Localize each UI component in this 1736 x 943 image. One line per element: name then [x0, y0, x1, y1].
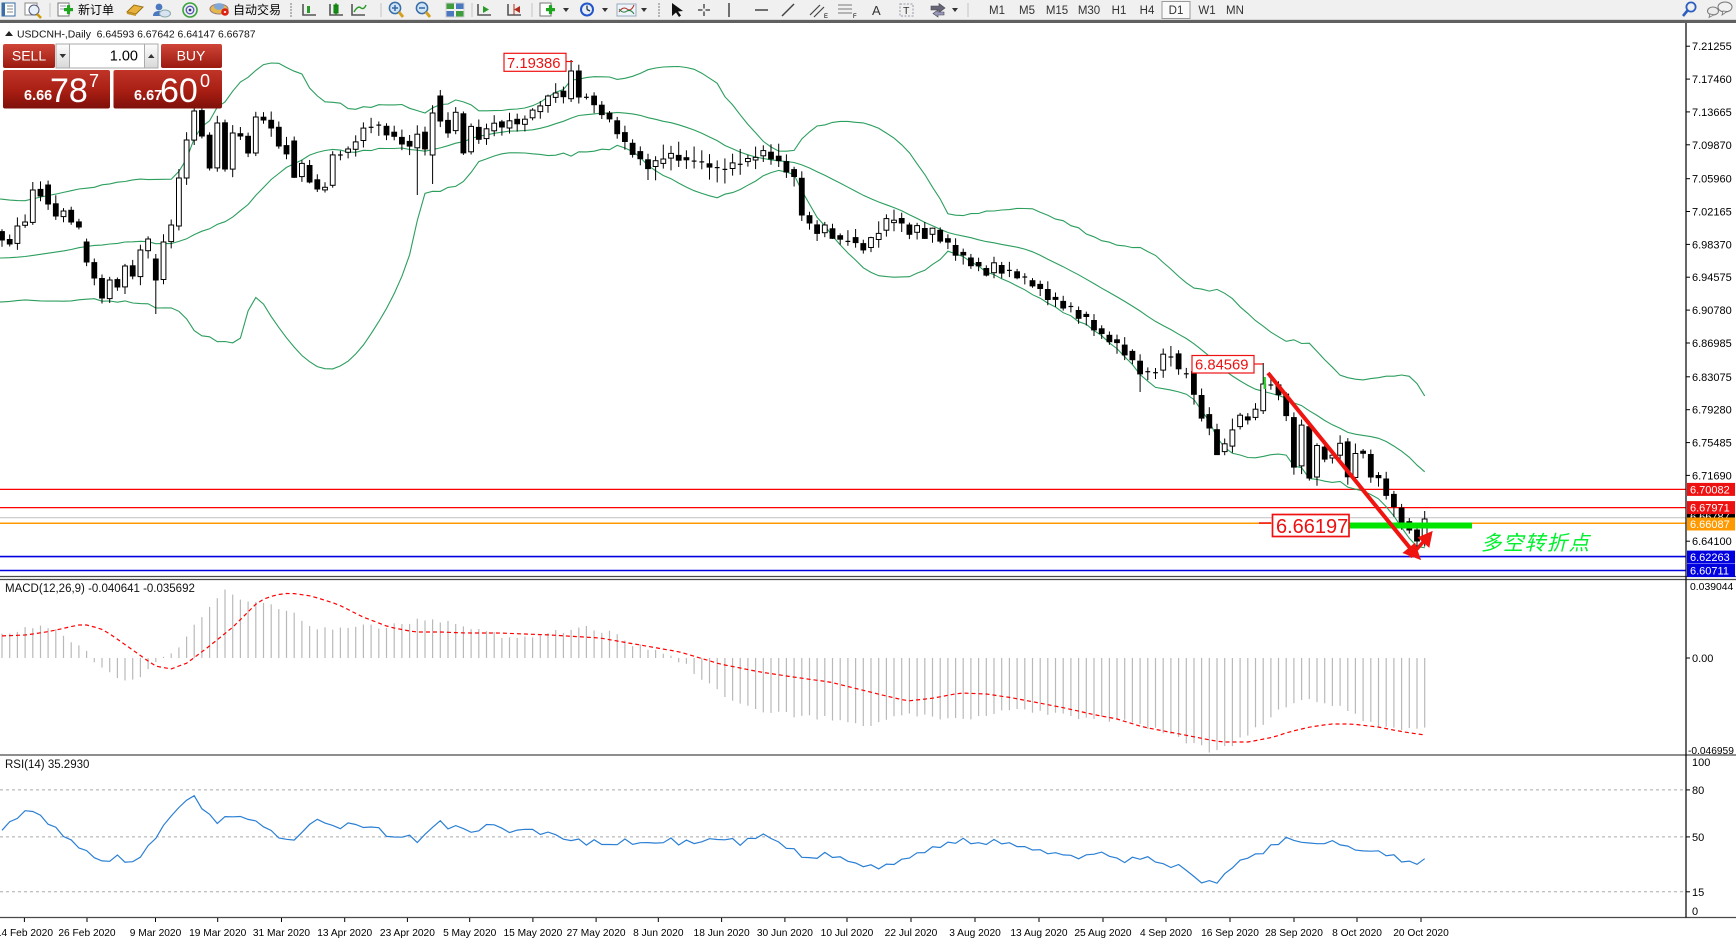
svg-text:6.67: 6.67 [134, 88, 162, 104]
svg-text:7.02165: 7.02165 [1692, 207, 1732, 219]
svg-text:15 May 2020: 15 May 2020 [503, 928, 562, 939]
svg-text:T: T [903, 5, 910, 17]
svg-text:6.70082: 6.70082 [1690, 484, 1730, 496]
svg-text:新订单: 新订单 [78, 2, 114, 17]
svg-text:8 Oct 2020: 8 Oct 2020 [1332, 928, 1382, 939]
svg-text:6.62263: 6.62263 [1690, 552, 1730, 564]
svg-text:M5: M5 [1019, 5, 1035, 17]
svg-text:28 Sep 2020: 28 Sep 2020 [1265, 928, 1323, 939]
svg-text:M15: M15 [1046, 5, 1068, 17]
svg-text:50: 50 [1692, 832, 1704, 844]
svg-text:6.71690: 6.71690 [1692, 470, 1732, 482]
svg-text:7.13665: 7.13665 [1692, 107, 1732, 119]
svg-text:7.19386: 7.19386 [507, 56, 561, 72]
svg-text:5 May 2020: 5 May 2020 [443, 928, 497, 939]
svg-text:30 Jun 2020: 30 Jun 2020 [757, 928, 813, 939]
svg-text:F: F [853, 14, 857, 20]
svg-text:6.86985: 6.86985 [1692, 338, 1732, 350]
svg-text:D1: D1 [1169, 5, 1184, 17]
svg-text:6.84569: 6.84569 [1195, 358, 1249, 374]
svg-text:BUY: BUY [177, 48, 206, 64]
svg-text:0: 0 [200, 71, 210, 91]
svg-text:M1: M1 [989, 5, 1005, 17]
svg-text:10 Jul 2020: 10 Jul 2020 [821, 928, 874, 939]
svg-text:SELL: SELL [12, 48, 46, 64]
svg-text:6.66197: 6.66197 [1276, 516, 1348, 538]
svg-text:14 Feb 2020: 14 Feb 2020 [0, 928, 53, 939]
svg-text:USDCNH-,Daily 6.64593 6.67642: USDCNH-,Daily 6.64593 6.67642 6.64147 6.… [17, 30, 256, 41]
svg-text:6.98370: 6.98370 [1692, 239, 1732, 251]
svg-text:0.039044: 0.039044 [1690, 582, 1734, 593]
svg-text:6.67971: 6.67971 [1690, 503, 1730, 515]
svg-text:9 Mar 2020: 9 Mar 2020 [130, 928, 182, 939]
svg-text:A: A [872, 3, 881, 18]
svg-text:6.90780: 6.90780 [1692, 305, 1732, 317]
svg-text:22 Jul 2020: 22 Jul 2020 [885, 928, 938, 939]
svg-text:6.66: 6.66 [24, 88, 52, 104]
svg-text:7.21255: 7.21255 [1692, 41, 1732, 53]
svg-text:4 Sep 2020: 4 Sep 2020 [1140, 928, 1192, 939]
svg-text:7: 7 [89, 71, 99, 91]
svg-text:6.75485: 6.75485 [1692, 438, 1732, 450]
svg-text:多空转折点: 多空转折点 [1481, 532, 1592, 555]
svg-text:7.05960: 7.05960 [1692, 174, 1732, 186]
svg-text:6.66087: 6.66087 [1690, 519, 1730, 531]
svg-text:RSI(14) 35.2930: RSI(14) 35.2930 [5, 759, 89, 771]
svg-text:7.09870: 7.09870 [1692, 140, 1732, 152]
svg-text:6.79280: 6.79280 [1692, 405, 1732, 417]
svg-text:8 Jun 2020: 8 Jun 2020 [633, 928, 684, 939]
svg-text:6.94575: 6.94575 [1692, 272, 1732, 284]
svg-text:1.00: 1.00 [110, 49, 138, 65]
svg-text:6.64100: 6.64100 [1692, 536, 1732, 548]
svg-text:23 Apr 2020: 23 Apr 2020 [380, 928, 435, 939]
svg-text:0: 0 [1692, 906, 1698, 918]
svg-text:-0.046959: -0.046959 [1688, 746, 1734, 757]
svg-text:7.17460: 7.17460 [1692, 74, 1732, 86]
svg-text:MACD(12,26,9) -0.040641 -0.035: MACD(12,26,9) -0.040641 -0.035692 [5, 583, 195, 595]
svg-text:20 Oct 2020: 20 Oct 2020 [1393, 928, 1449, 939]
svg-text:16 Sep 2020: 16 Sep 2020 [1201, 928, 1259, 939]
svg-text:H1: H1 [1112, 5, 1127, 17]
svg-text:6.83075: 6.83075 [1692, 372, 1732, 384]
svg-text:80: 80 [1692, 785, 1704, 797]
svg-text:自动交易: 自动交易 [233, 2, 281, 17]
svg-text:26 Feb 2020: 26 Feb 2020 [58, 928, 116, 939]
svg-text:M30: M30 [1078, 5, 1100, 17]
svg-text:18 Jun 2020: 18 Jun 2020 [694, 928, 750, 939]
svg-text:100: 100 [1692, 757, 1710, 769]
svg-text:19 Mar 2020: 19 Mar 2020 [189, 928, 247, 939]
svg-text:MN: MN [1226, 5, 1244, 17]
svg-text:W1: W1 [1198, 5, 1215, 17]
svg-text:31 Mar 2020: 31 Mar 2020 [253, 928, 311, 939]
svg-text:E: E [824, 14, 828, 20]
svg-text:H4: H4 [1140, 5, 1155, 17]
svg-text:25 Aug 2020: 25 Aug 2020 [1074, 928, 1132, 939]
svg-text:3 Aug 2020: 3 Aug 2020 [949, 928, 1001, 939]
svg-text:13 Apr 2020: 13 Apr 2020 [317, 928, 372, 939]
svg-text:0.00: 0.00 [1692, 653, 1713, 665]
svg-text:13 Aug 2020: 13 Aug 2020 [1010, 928, 1068, 939]
svg-text:78: 78 [50, 72, 88, 110]
svg-text:15: 15 [1692, 887, 1704, 899]
svg-text:60: 60 [160, 72, 198, 110]
svg-text:6.60711: 6.60711 [1690, 566, 1729, 578]
svg-text:27 May 2020: 27 May 2020 [567, 928, 626, 939]
